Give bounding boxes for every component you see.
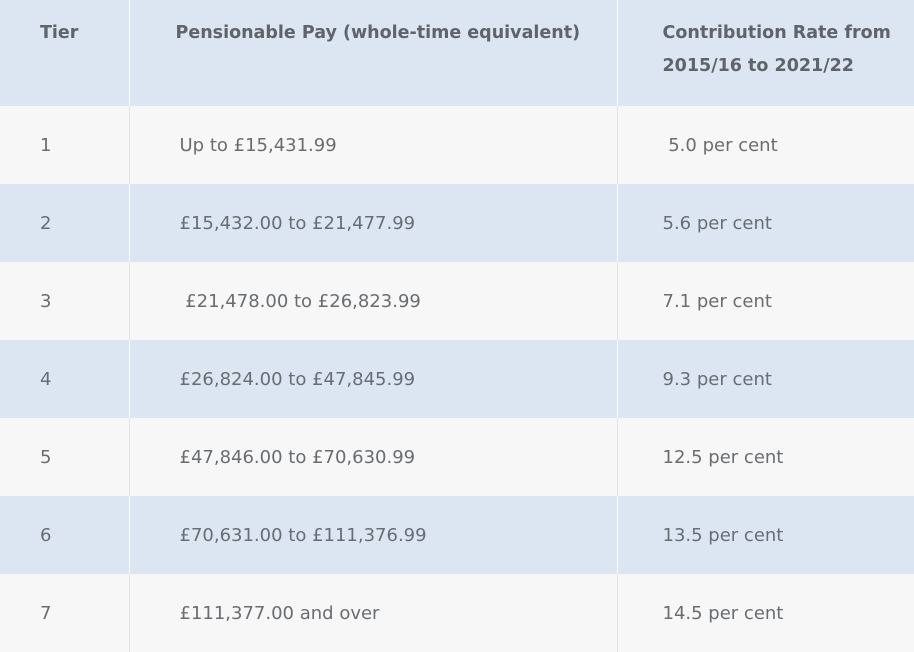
tier-cell: 6 — [40, 524, 52, 546]
pay-cell: £111,377.00 and over — [128, 574, 617, 652]
tier-cell: 4 — [40, 368, 52, 390]
header-contribution-rate: Contribution Rate from 2015/16 to 2021/2… — [616, 0, 914, 106]
pay-cell: £70,631.00 to £111,376.99 — [128, 496, 617, 574]
header-tier: Tier — [40, 23, 79, 43]
table-row: 7 £111,377.00 and over 14.5 per cent — [0, 574, 914, 652]
pay-cell: £47,846.00 to £70,630.99 — [128, 418, 617, 496]
rate-cell: 5.0 per cent — [616, 106, 914, 184]
rate-cell: 5.6 per cent — [616, 184, 914, 262]
header-pensionable-pay: Pensionable Pay (whole-time equivalent) — [128, 0, 617, 106]
table-row: 2 £15,432.00 to £21,477.99 5.6 per cent — [0, 184, 914, 262]
pay-cell: Up to £15,431.99 — [128, 106, 617, 184]
pay-cell: £26,824.00 to £47,845.99 — [128, 340, 617, 418]
pay-cell: £15,432.00 to £21,477.99 — [128, 184, 617, 262]
tier-cell: 7 — [40, 602, 52, 624]
rate-cell: 13.5 per cent — [616, 496, 914, 574]
pay-cell: £21,478.00 to £26,823.99 — [128, 262, 617, 340]
rate-cell: 9.3 per cent — [616, 340, 914, 418]
tier-cell: 3 — [40, 290, 52, 312]
table-row: 4 £26,824.00 to £47,845.99 9.3 per cent — [0, 340, 914, 418]
tier-cell: 2 — [40, 212, 52, 234]
rate-cell: 12.5 per cent — [616, 418, 914, 496]
rate-cell: 14.5 per cent — [616, 574, 914, 652]
table-row: 3 £21,478.00 to £26,823.99 7.1 per cent — [0, 262, 914, 340]
table-row: 1 Up to £15,431.99 5.0 per cent — [0, 106, 914, 184]
rate-cell: 7.1 per cent — [616, 262, 914, 340]
header-row: Tier Pensionable Pay (whole-time equival… — [0, 0, 914, 106]
table-row: 6 £70,631.00 to £111,376.99 13.5 per cen… — [0, 496, 914, 574]
table-body: 1 Up to £15,431.99 5.0 per cent 2 £15,43… — [0, 106, 914, 652]
table-row: 5 £47,846.00 to £70,630.99 12.5 per cent — [0, 418, 914, 496]
tier-cell: 1 — [40, 134, 52, 156]
tier-cell: 5 — [40, 446, 52, 468]
table-header: Tier Pensionable Pay (whole-time equival… — [0, 0, 914, 106]
